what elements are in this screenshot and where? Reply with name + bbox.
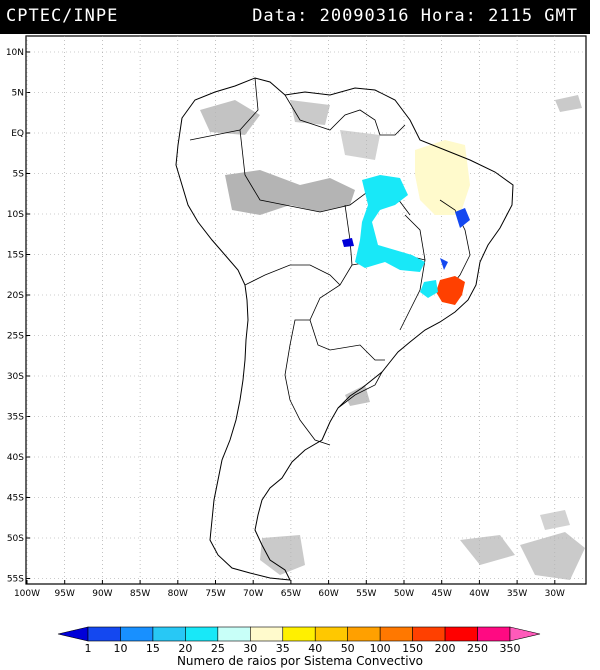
legend-label: 30 (243, 642, 257, 655)
legend-swatch (444, 626, 478, 642)
lat-label: 50S (7, 534, 24, 544)
legend-label: 50 (341, 642, 355, 655)
lat-label: 15S (7, 251, 24, 261)
latitude-labels: 10N 5N EQ 5S 10S 15S 20S 25S 30S 35S 40S 45S 50S 55S (6, 48, 24, 585)
lat-label: 25S (7, 332, 24, 342)
legend-label: 350 (500, 642, 521, 655)
cyan-system-large (355, 175, 425, 272)
lat-label: 5S (13, 170, 25, 180)
legend-swatch (185, 626, 219, 642)
agency-label: CPTEC/INPE (6, 6, 119, 26)
lon-label: 30W (545, 589, 565, 599)
legend-label: 200 (435, 642, 456, 655)
graticule (26, 36, 586, 584)
lat-label: 35S (7, 413, 24, 423)
convective-systems (342, 175, 470, 305)
lat-label: 55S (7, 575, 24, 585)
blue-system-3 (440, 258, 448, 270)
legend-labels: 1 10 15 20 25 30 35 40 50 100 150 200 250 350 (85, 642, 521, 655)
legend-caption: Numero de raios por Sistema Convectivo (176, 654, 424, 668)
legend-swatch (152, 626, 186, 642)
blue-system-1 (455, 208, 470, 228)
lat-label: 10S (7, 210, 24, 220)
lat-label: EQ (11, 129, 24, 139)
lon-label: 60W (318, 589, 338, 599)
legend-label: 15 (146, 642, 160, 655)
lat-label: 10N (6, 48, 24, 58)
lon-label: 45W (432, 589, 452, 599)
lat-label: 40S (7, 453, 24, 463)
cyan-system-small (420, 280, 438, 298)
legend-label: 100 (370, 642, 391, 655)
legend-swatch (314, 626, 348, 642)
lon-label: 35W (507, 589, 527, 599)
legend-swatch (217, 626, 251, 642)
lon-label: 55W (356, 589, 376, 599)
title-bar: CPTEC/INPE Data: 20090316 Hora: 2115 GMT (0, 0, 590, 34)
lon-label: 100W (14, 589, 40, 599)
lon-label: 95W (55, 589, 75, 599)
yellow-lightning-region (415, 140, 470, 215)
lon-label: 70W (243, 589, 263, 599)
legend-swatch (282, 626, 316, 642)
lon-label: 80W (168, 589, 188, 599)
legend-label: 1 (85, 642, 92, 655)
legend-label: 25 (211, 642, 225, 655)
lat-label: 5N (12, 89, 24, 99)
lon-label: 90W (92, 589, 112, 599)
map-frame (25, 35, 587, 585)
lat-label: 20S (7, 291, 24, 301)
legend-label: 10 (113, 642, 127, 655)
lon-label: 40W (469, 589, 489, 599)
legend-swatch (509, 626, 541, 642)
legend-swatch (379, 626, 413, 642)
south-america-coastline (175, 77, 514, 581)
legend-swatch (120, 626, 154, 642)
cloud-patches (200, 95, 585, 580)
legend-label: 20 (178, 642, 192, 655)
legend-label: 250 (467, 642, 488, 655)
lat-label: 30S (7, 372, 24, 382)
legend-swatch (87, 626, 121, 642)
lat-label: 45S (7, 494, 24, 504)
lon-label: 65W (281, 589, 301, 599)
date-time-label: Data: 20090316 Hora: 2115 GMT (252, 6, 578, 26)
longitude-labels: 100W 95W 90W 85W 80W 75W 70W 65W 60W 55W 50W 45W 40W… (14, 589, 565, 599)
legend-colorbar (57, 626, 541, 642)
blue-system-2 (342, 238, 354, 247)
legend-label: 40 (308, 642, 322, 655)
legend-swatch (347, 626, 381, 642)
legend-label: 150 (402, 642, 423, 655)
legend-swatch (57, 626, 89, 642)
lon-label: 75W (205, 589, 225, 599)
legend-swatch (412, 626, 446, 642)
legend-label: 35 (276, 642, 290, 655)
lon-label: 85W (130, 589, 150, 599)
lon-label: 50W (394, 589, 414, 599)
orange-system (436, 276, 465, 305)
legend-swatch (250, 626, 284, 642)
legend-swatch (477, 626, 511, 642)
